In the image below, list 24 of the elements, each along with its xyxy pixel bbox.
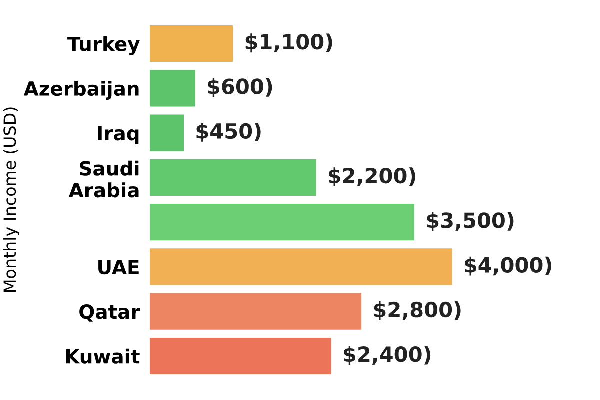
bar xyxy=(150,248,452,286)
bar xyxy=(150,25,234,62)
bar xyxy=(150,293,362,330)
bar xyxy=(150,338,332,375)
y-tick-label: Iraq xyxy=(98,126,139,144)
y-tick-label: Turkey xyxy=(68,36,140,56)
y-tick-label: Azerbaijan xyxy=(24,81,139,100)
bar xyxy=(150,114,184,152)
y-tick-label: Saudi Arabia xyxy=(68,160,139,198)
data-label: $600) xyxy=(208,78,272,98)
data-label: $2,200) xyxy=(328,168,416,186)
y-axis-title: Monthly Income (USD) xyxy=(3,108,20,292)
bar xyxy=(150,204,414,241)
y-tick-label: Qatar xyxy=(80,304,140,322)
bar xyxy=(150,159,316,196)
data-label: $3,500) xyxy=(427,212,514,232)
y-tick-label: UAE xyxy=(98,260,139,275)
bar xyxy=(150,70,196,107)
data-label: $2,800) xyxy=(374,302,461,320)
y-tick-label: Kuwait xyxy=(66,348,140,364)
data-label: $4,000) xyxy=(464,256,552,276)
data-label: $450) xyxy=(196,122,261,142)
data-label: $2,400) xyxy=(344,346,431,366)
data-label: $1,100) xyxy=(246,34,332,53)
